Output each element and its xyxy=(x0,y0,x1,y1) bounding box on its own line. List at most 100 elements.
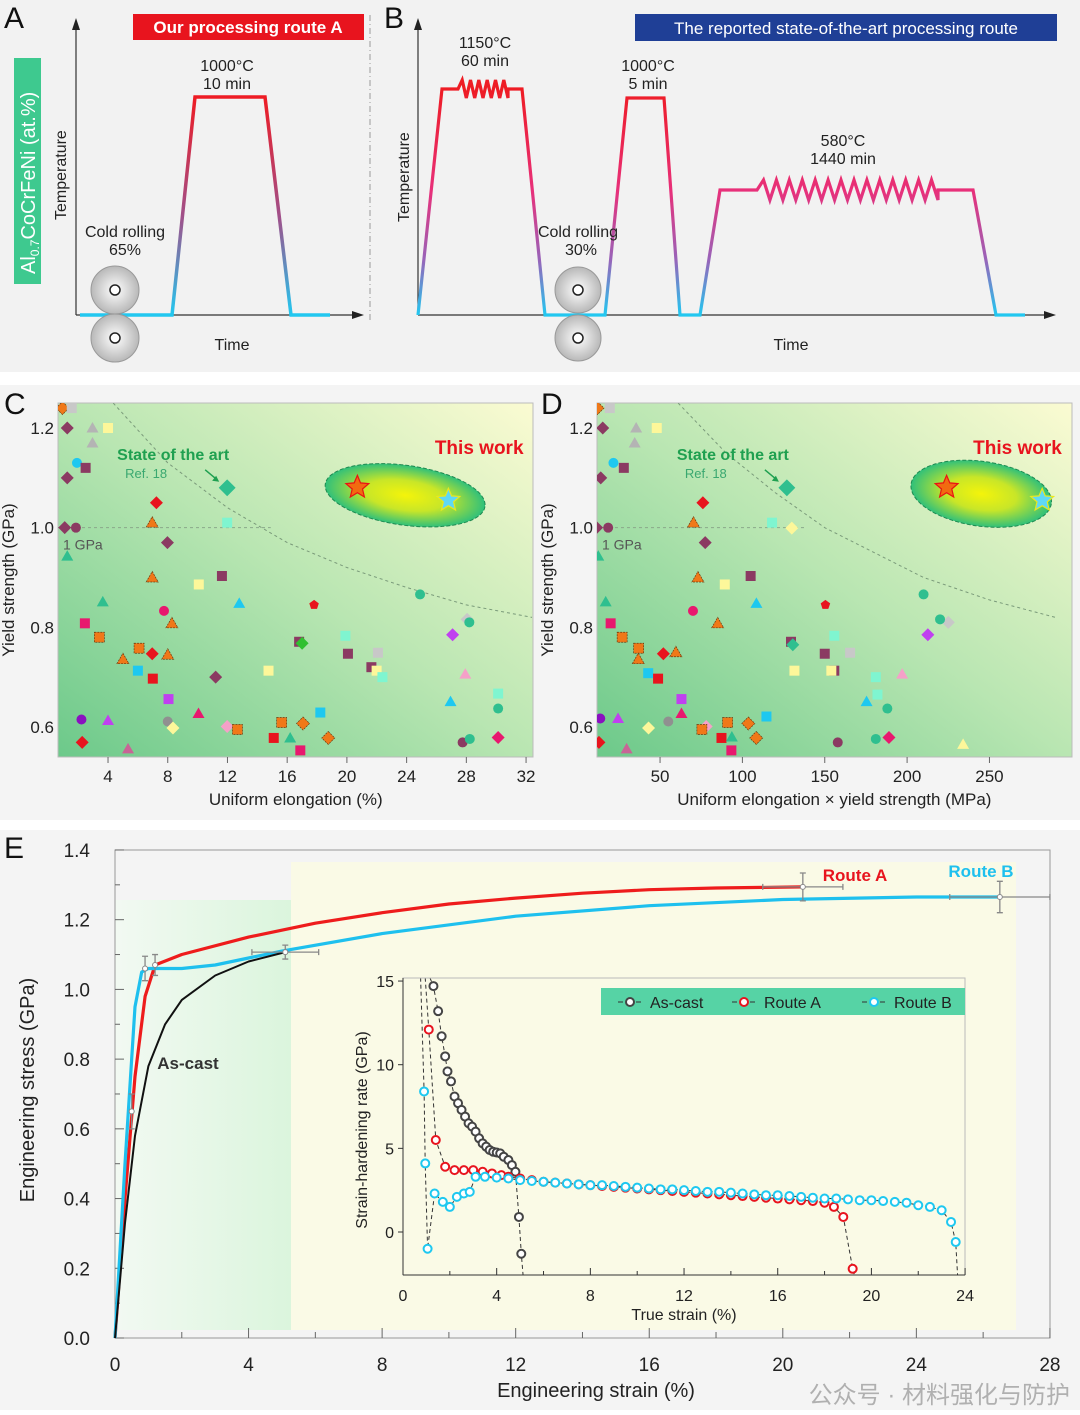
y-axis-label: Yield strength (GPa) xyxy=(538,503,557,656)
reference-point-diamond xyxy=(220,719,234,733)
data-point-route-b xyxy=(608,1180,619,1191)
data-point-as-cast xyxy=(442,1066,453,1077)
reference-point-circle xyxy=(603,522,614,533)
ref-label: Ref. 18 xyxy=(125,466,167,481)
route-a-banner-text: Our processing route A xyxy=(153,18,342,37)
reference-point-diamond xyxy=(597,403,605,416)
data-point-as-cast xyxy=(510,1166,521,1177)
data-point-as-cast xyxy=(446,1076,457,1087)
one-gpa-label: 1 GPa xyxy=(63,537,103,553)
x-tick-label: 0 xyxy=(110,1355,121,1376)
data-point-route-b xyxy=(526,1175,537,1186)
route-a-banner xyxy=(133,14,364,40)
x-axis-label: Time xyxy=(774,337,809,354)
reference-point-square xyxy=(295,745,306,756)
reference-point-square xyxy=(493,688,504,699)
data-point-route-b xyxy=(784,1191,795,1202)
data-point-route-b xyxy=(924,1201,935,1212)
data-point-route-b xyxy=(470,1171,481,1182)
data-point-route-a xyxy=(449,1165,460,1176)
reference-point-diamond xyxy=(75,735,89,749)
this-work-label: This work xyxy=(435,438,524,459)
x-tick-label: 4 xyxy=(103,767,112,786)
reference-point-circle xyxy=(882,703,893,714)
panel-ab-background xyxy=(0,0,1080,372)
error-bar-center xyxy=(142,965,149,972)
reference-point-diamond xyxy=(218,479,236,497)
reference-point-circle xyxy=(687,605,698,616)
data-point-route-b xyxy=(913,1200,924,1211)
data-point-route-b xyxy=(842,1194,853,1205)
reference-point-square xyxy=(716,732,727,743)
reference-point-triangle xyxy=(620,742,633,754)
this-work-star-icon xyxy=(344,473,371,499)
data-point-route-b xyxy=(889,1196,900,1207)
y-tick-label: 15 xyxy=(376,974,394,991)
panel-e-stress-strain: E 0 4 8 12 16 20 24 28 0.0 0.2 0.4 0.6 0.8 1.0 1.2 1.4 E… xyxy=(4,832,1070,1409)
reference-point-diamond xyxy=(160,536,174,550)
data-point-route-b xyxy=(772,1190,783,1201)
heat-treatment-trace xyxy=(80,95,330,317)
data-point-route-b xyxy=(620,1181,631,1192)
y-tick-label: 0.0 xyxy=(64,1329,90,1350)
x-tick-label: 16 xyxy=(769,1288,787,1305)
reference-point-triangle xyxy=(597,550,605,561)
data-point-route-b xyxy=(761,1190,772,1201)
state-of-art-banner-text: The reported state-of-the-art processing… xyxy=(674,19,1018,38)
reference-point-circle xyxy=(70,522,81,533)
reference-point-pentagon xyxy=(820,599,831,609)
x-tick-label: 24 xyxy=(397,767,416,786)
legend-box xyxy=(601,988,965,1015)
error-bar-center xyxy=(996,894,1003,901)
reference-point-square xyxy=(651,423,662,433)
reference-point-square xyxy=(377,672,388,683)
reference-point-triangle xyxy=(630,422,643,433)
error-bar-center xyxy=(799,883,806,890)
reference-point-diamond xyxy=(696,496,710,510)
rolling-pct-label: 65% xyxy=(109,242,141,259)
data-point-route-b xyxy=(807,1192,818,1203)
reference-point-circle xyxy=(162,716,173,727)
data-point-route-b xyxy=(444,1201,455,1212)
data-point-as-cast xyxy=(436,1031,447,1042)
y-tick-label: 1.0 xyxy=(64,980,90,1001)
panel-a: A Our processing route A Al0.7CoCrFeNi (… xyxy=(4,2,371,363)
reference-point-circle xyxy=(76,714,87,725)
alloy-label: Al0.7CoCrFeNi (at.%) xyxy=(18,92,42,274)
y-tick-label: 1.0 xyxy=(569,519,593,538)
y-axis-arrow-icon xyxy=(414,18,422,30)
reference-point-diamond xyxy=(597,735,606,749)
reference-point-circle xyxy=(608,457,619,468)
reference-point-square xyxy=(340,630,351,641)
x-tick-label: 32 xyxy=(517,767,536,786)
y-tick-label: 0.8 xyxy=(64,1050,90,1071)
reference-point-square xyxy=(163,694,174,705)
data-point-route-a xyxy=(847,1263,858,1274)
data-point-route-b xyxy=(690,1186,701,1197)
x-axis-label: Engineering strain (%) xyxy=(497,1380,695,1402)
x-tick-label: 8 xyxy=(586,1288,595,1305)
reference-point-diamond xyxy=(491,730,505,744)
step1-time-label: 60 min xyxy=(461,53,509,70)
reference-point-triangle xyxy=(711,616,725,629)
x-tick-label: 12 xyxy=(675,1288,693,1305)
this-work-star-icon xyxy=(933,473,960,499)
one-gpa-label: 1 GPa xyxy=(602,537,642,553)
arrow-head-icon xyxy=(212,475,220,482)
reference-point-triangle xyxy=(628,436,641,448)
inset-legend: As-cast Route A Route B xyxy=(601,988,965,1015)
panel-letter-b: B xyxy=(384,2,404,35)
legend-marker xyxy=(625,997,635,1007)
legend-marker xyxy=(869,997,879,1007)
data-point-route-a xyxy=(838,1211,849,1222)
curve-route-b xyxy=(113,895,1000,1339)
x-axis-label: Time xyxy=(215,337,250,354)
step2-temp-label: 1000°C xyxy=(621,58,675,75)
reference-point-triangle xyxy=(896,668,909,679)
reference-point-triangle xyxy=(691,570,705,583)
ref-label: Ref. 18 xyxy=(685,466,727,481)
reference-point-square xyxy=(216,570,227,581)
reference-point-triangle xyxy=(631,652,645,665)
